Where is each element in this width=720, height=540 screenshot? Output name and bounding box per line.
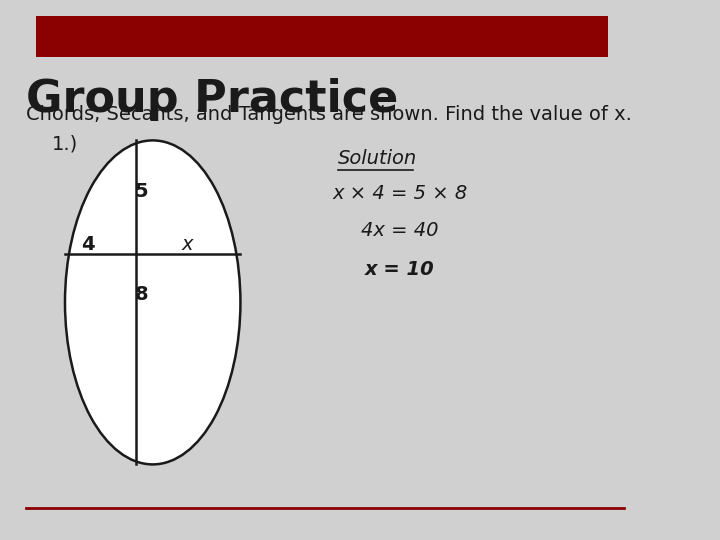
Text: 5: 5 <box>135 182 148 201</box>
Text: Solution: Solution <box>338 148 417 167</box>
Text: Group Practice: Group Practice <box>26 78 398 122</box>
Text: x = 10: x = 10 <box>365 260 434 279</box>
FancyBboxPatch shape <box>36 16 608 57</box>
Text: 4x = 40: 4x = 40 <box>361 221 438 240</box>
Text: 1.): 1.) <box>52 135 78 154</box>
Text: Chords, Secants, and Tangents are shown. Find the value of x.: Chords, Secants, and Tangents are shown.… <box>26 105 632 124</box>
Text: x × 4 = 5 × 8: x × 4 = 5 × 8 <box>332 184 467 202</box>
Ellipse shape <box>65 140 240 464</box>
Text: 8: 8 <box>135 285 148 304</box>
Text: x: x <box>181 234 193 254</box>
Text: 4: 4 <box>81 234 94 254</box>
